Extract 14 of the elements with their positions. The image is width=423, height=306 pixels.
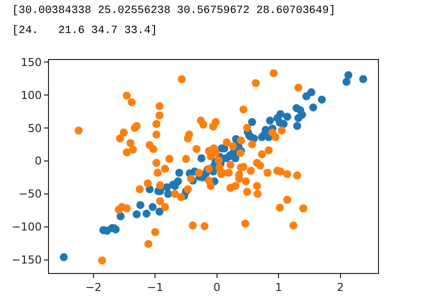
y-tick-label: −150 xyxy=(12,254,42,267)
y-tick-label: −50 xyxy=(18,188,42,201)
text: [24. 21.6 34.7 33.4] xyxy=(12,25,158,37)
x-tick-label: −2 xyxy=(85,281,102,294)
y-tick-label: 150 xyxy=(20,56,42,69)
x-tick-label: −1 xyxy=(147,281,164,294)
x-tick-label: 2 xyxy=(336,281,344,294)
y-tick-label: −100 xyxy=(12,220,42,234)
x-tick-label: 1 xyxy=(275,281,282,294)
y-tick-label: 100 xyxy=(20,88,42,102)
y-tick-label: 50 xyxy=(28,122,42,135)
text: [30.00384338 25.02556238 30.56759672 28.60703649] xyxy=(12,5,336,17)
y-tick-label: 0 xyxy=(34,154,42,168)
x-tick-label: 0 xyxy=(213,281,220,294)
